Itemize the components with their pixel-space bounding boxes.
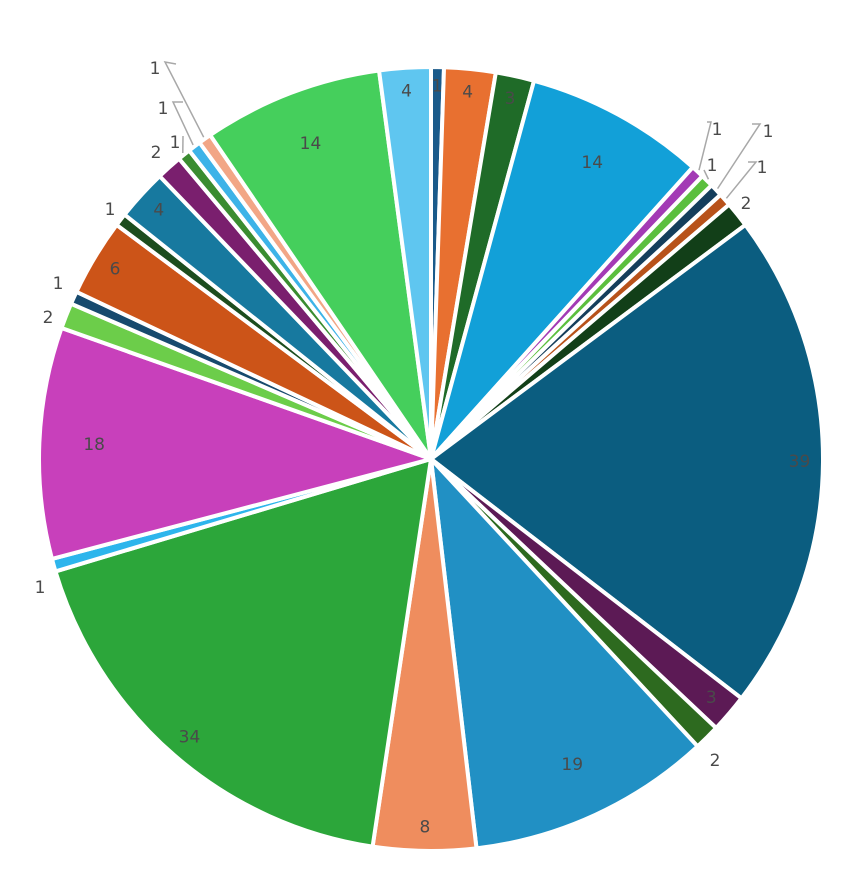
pie-slice-12 bbox=[429, 457, 700, 851]
slice-data-label-7: 1 bbox=[757, 158, 768, 178]
slice-data-label-0: 1 bbox=[432, 77, 443, 97]
slices-layer bbox=[37, 65, 825, 853]
slice-data-label-26: 14 bbox=[300, 134, 322, 154]
leader-line-5 bbox=[703, 169, 710, 180]
slice-data-label-14: 34 bbox=[179, 727, 201, 747]
slice-data-label-20: 1 bbox=[105, 200, 116, 220]
slice-data-label-12: 19 bbox=[561, 755, 583, 775]
pie-slice-26 bbox=[208, 68, 433, 461]
slice-data-label-15: 1 bbox=[35, 578, 46, 598]
slice-data-label-5: 1 bbox=[707, 156, 718, 176]
slice-data-label-19: 6 bbox=[110, 259, 121, 279]
pie-slice-14 bbox=[53, 457, 433, 849]
pie-slice-27 bbox=[377, 65, 433, 461]
pie-slice-9 bbox=[429, 222, 825, 701]
slice-data-label-2: 3 bbox=[505, 89, 516, 109]
slice-data-label-21: 4 bbox=[153, 201, 164, 221]
slice-data-label-9: 39 bbox=[789, 452, 811, 472]
slice-data-label-10: 3 bbox=[706, 688, 717, 708]
leader-line-25 bbox=[163, 60, 205, 138]
leader-line-7 bbox=[725, 161, 758, 199]
slice-data-label-25: 1 bbox=[150, 59, 161, 79]
slice-data-label-8: 2 bbox=[741, 194, 752, 214]
slice-data-label-3: 14 bbox=[581, 153, 603, 173]
slice-data-label-23: 1 bbox=[170, 133, 181, 153]
slice-data-label-1: 4 bbox=[462, 82, 473, 102]
slice-data-label-6: 1 bbox=[763, 122, 774, 142]
slice-data-label-4: 1 bbox=[712, 120, 723, 140]
slice-data-label-27: 4 bbox=[401, 81, 412, 101]
leader-line-4 bbox=[698, 121, 712, 171]
slice-data-label-17: 2 bbox=[43, 308, 54, 328]
slice-data-label-22: 2 bbox=[151, 143, 162, 163]
pie-slice-16 bbox=[37, 325, 433, 561]
leader-line-24 bbox=[171, 101, 194, 146]
slice-data-label-11: 2 bbox=[710, 751, 721, 771]
slice-data-label-24: 1 bbox=[158, 99, 169, 119]
slice-data-label-13: 8 bbox=[419, 817, 430, 837]
pie-slice-3 bbox=[429, 78, 695, 461]
leader-lines-layer bbox=[163, 60, 762, 199]
leader-line-6 bbox=[716, 123, 762, 190]
slice-data-label-16: 18 bbox=[83, 435, 105, 455]
slice-data-label-18: 1 bbox=[53, 274, 64, 294]
